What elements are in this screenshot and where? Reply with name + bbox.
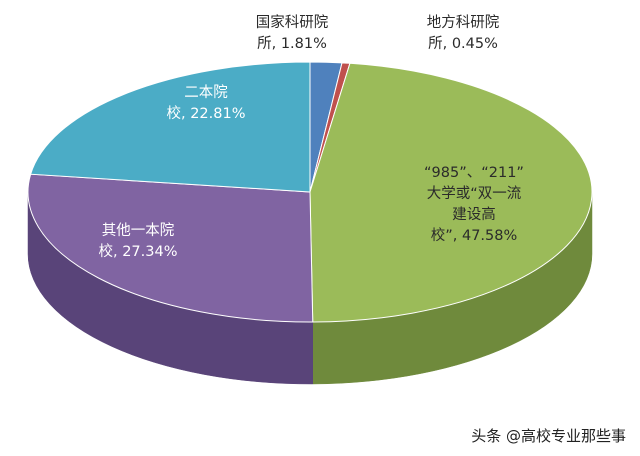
slice-label-line: 国家科研院 xyxy=(256,14,329,31)
pie-top-layer xyxy=(27,61,593,323)
slice-label-1: 地方科研院所, 0.45% xyxy=(427,14,500,52)
slice-label-line: 其他一本院 xyxy=(102,222,175,239)
pie-labels-layer: 国家科研院所, 1.81% 地方科研院所, 0.45% “985”、“211” 大学或… xyxy=(98,14,523,260)
slice-label-line: 校, 27.34% xyxy=(98,243,177,260)
slice-label-line: 校, 22.81% xyxy=(166,105,245,122)
slice-label-line: 大学或“双一流 xyxy=(427,185,522,202)
slice-label-line: 二本院 xyxy=(184,84,228,101)
slice-label-0: 国家科研院所, 1.81% xyxy=(256,14,329,52)
slice-label-3: 其他一本院校, 27.34% xyxy=(98,222,177,260)
pie-slice-2 xyxy=(309,62,593,323)
slice-label-2: “985”、“211” 大学或“双一流建设高校”, 47.58% xyxy=(424,165,524,244)
slice-label-4: 二本院校, 22.81% xyxy=(166,84,245,122)
slice-label-line: 建设高 xyxy=(452,206,496,223)
watermark: 头条 @高校专业那些事 xyxy=(471,427,626,445)
slice-label-line: “985”、“211” xyxy=(424,165,524,181)
slice-label-line: 所, 1.81% xyxy=(257,35,327,52)
slice-label-line: 所, 0.45% xyxy=(428,35,498,52)
pie-slice-4 xyxy=(29,61,311,193)
slice-label-line: 校”, 47.58% xyxy=(431,227,518,244)
slice-label-line: 地方科研院 xyxy=(427,14,500,31)
pie-slice-3 xyxy=(27,173,314,323)
